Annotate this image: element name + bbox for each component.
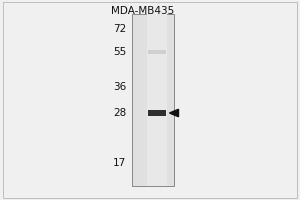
Bar <box>132 14 174 186</box>
Text: 55: 55 <box>113 47 126 57</box>
Bar <box>147 14 167 186</box>
Text: 72: 72 <box>113 24 126 34</box>
Bar <box>148 110 166 116</box>
Text: MDA-MB435: MDA-MB435 <box>111 6 174 16</box>
Polygon shape <box>169 109 178 117</box>
Text: 17: 17 <box>113 158 126 168</box>
Bar <box>148 50 166 54</box>
Text: 36: 36 <box>113 82 126 92</box>
Text: 28: 28 <box>113 108 126 118</box>
